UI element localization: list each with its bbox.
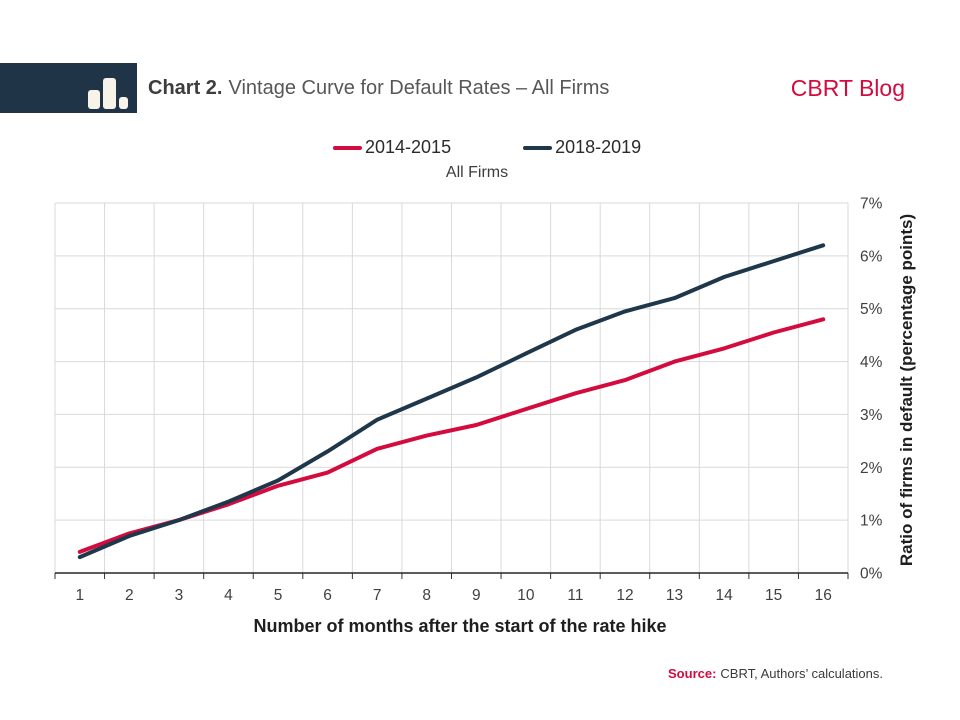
x-tick-label: 2 xyxy=(125,587,134,604)
logo-bar xyxy=(103,78,116,109)
x-tick-label: 16 xyxy=(815,587,832,604)
legend-swatch xyxy=(333,145,362,150)
legend-label: 2014-2015 xyxy=(365,137,452,157)
x-tick-label: 5 xyxy=(274,587,283,604)
source-note: Source: CBRT, Authors’ calculations. xyxy=(668,666,883,681)
y-tick-label: 4% xyxy=(860,354,883,371)
x-tick-label: 1 xyxy=(75,587,84,604)
x-tick-label: 12 xyxy=(616,587,633,604)
x-tick-label: 13 xyxy=(666,587,683,604)
y-axis-title: Ratio of firms in default (percentage po… xyxy=(897,213,916,567)
y-tick-label: 6% xyxy=(860,248,883,265)
source-label: Source: xyxy=(668,666,717,681)
x-tick-label: 7 xyxy=(373,587,382,604)
legend-label: 2018-2019 xyxy=(555,137,642,157)
chart-title-prefix: Chart 2. xyxy=(148,76,223,99)
y-tick-label: 5% xyxy=(860,301,883,318)
y-tick-label: 1% xyxy=(860,513,883,530)
x-tick-label: 6 xyxy=(323,587,332,604)
legend-item-2014-2015: 2014-2015 xyxy=(333,137,451,158)
y-tick-label: 0% xyxy=(860,566,883,583)
y-tick-label: 3% xyxy=(860,407,883,424)
x-tick-label: 11 xyxy=(567,587,583,604)
logo-bar xyxy=(119,97,128,109)
source-text: CBRT, Authors’ calculations. xyxy=(720,666,883,681)
x-tick-label: 10 xyxy=(517,587,535,604)
x-tick-label: 3 xyxy=(175,587,184,604)
brand-wordmark: CBRT Blog xyxy=(790,74,905,101)
chart-legend: 2014-2015 2018-2019 xyxy=(333,137,641,158)
x-tick-label: 4 xyxy=(224,587,233,604)
bar-chart-icon xyxy=(88,78,128,109)
chart-title-text: Vintage Curve for Default Rates – All Fi… xyxy=(228,76,610,99)
chart-title: Chart 2. Vintage Curve for Default Rates… xyxy=(148,63,609,113)
legend-item-2018-2019: 2018-2019 xyxy=(523,137,641,158)
x-tick-label: 9 xyxy=(472,587,481,604)
legend-swatch xyxy=(523,145,553,150)
x-tick-label: 8 xyxy=(422,587,431,604)
logo-bar xyxy=(88,90,100,109)
series-line-2018-2019 xyxy=(77,243,826,560)
y-tick-label: 2% xyxy=(860,460,883,477)
x-axis-title: Number of months after the start of the … xyxy=(253,616,667,636)
x-tick-label: 14 xyxy=(715,587,733,604)
x-tick-label: 15 xyxy=(765,587,782,604)
y-tick-label: 7% xyxy=(860,196,883,213)
cbrt-logo xyxy=(0,63,137,113)
chart-subtitle: All Firms xyxy=(445,164,509,181)
